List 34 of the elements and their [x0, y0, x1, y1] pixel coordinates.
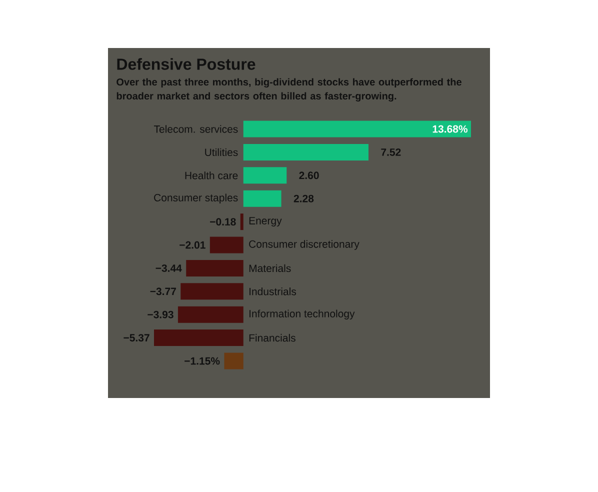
y-tick-label: Financials [249, 334, 296, 342]
data-label: 7.52 [381, 148, 401, 156]
y-tick-label: Consumer discretionary [249, 240, 360, 250]
data-label: −3.77 [150, 288, 176, 296]
bar [154, 330, 244, 346]
y-tick-label: Materials [249, 264, 291, 272]
bar [243, 120, 471, 138]
bar [180, 283, 244, 300]
chart-subtitle: Over the past three months, big-dividend stocks have outperformed the broader market and sectors often billed as faster-growing. [116, 78, 462, 102]
bar [186, 260, 244, 276]
y-tick-label: Energy [249, 217, 282, 226]
bar [178, 306, 244, 323]
bar [224, 352, 244, 370]
y-tick-label: Consumer staples [154, 194, 238, 204]
bar [243, 190, 282, 207]
bar [243, 167, 287, 184]
y-tick-label: Utilities [205, 148, 238, 156]
y-tick-label: Industrials [250, 288, 296, 296]
data-label: 2.28 [294, 194, 314, 202]
data-label: 2.60 [299, 172, 319, 180]
bar [240, 214, 244, 230]
data-label: −1.15% [184, 357, 220, 365]
data-label: −0.18 [210, 218, 236, 226]
bar [210, 236, 244, 254]
y-tick-label: Telecom. services [154, 125, 238, 133]
bar [243, 144, 368, 160]
y-tick-label: Health care [185, 172, 238, 180]
data-label: 13.68% [432, 125, 468, 133]
y-tick-label: Information technology [250, 310, 355, 320]
data-label: −3.44 [156, 264, 182, 272]
data-label: −5.37 [124, 334, 150, 342]
chart-title: Defensive Posture [117, 58, 256, 70]
data-label: −2.01 [180, 241, 206, 249]
data-label: −3.93 [148, 310, 174, 318]
